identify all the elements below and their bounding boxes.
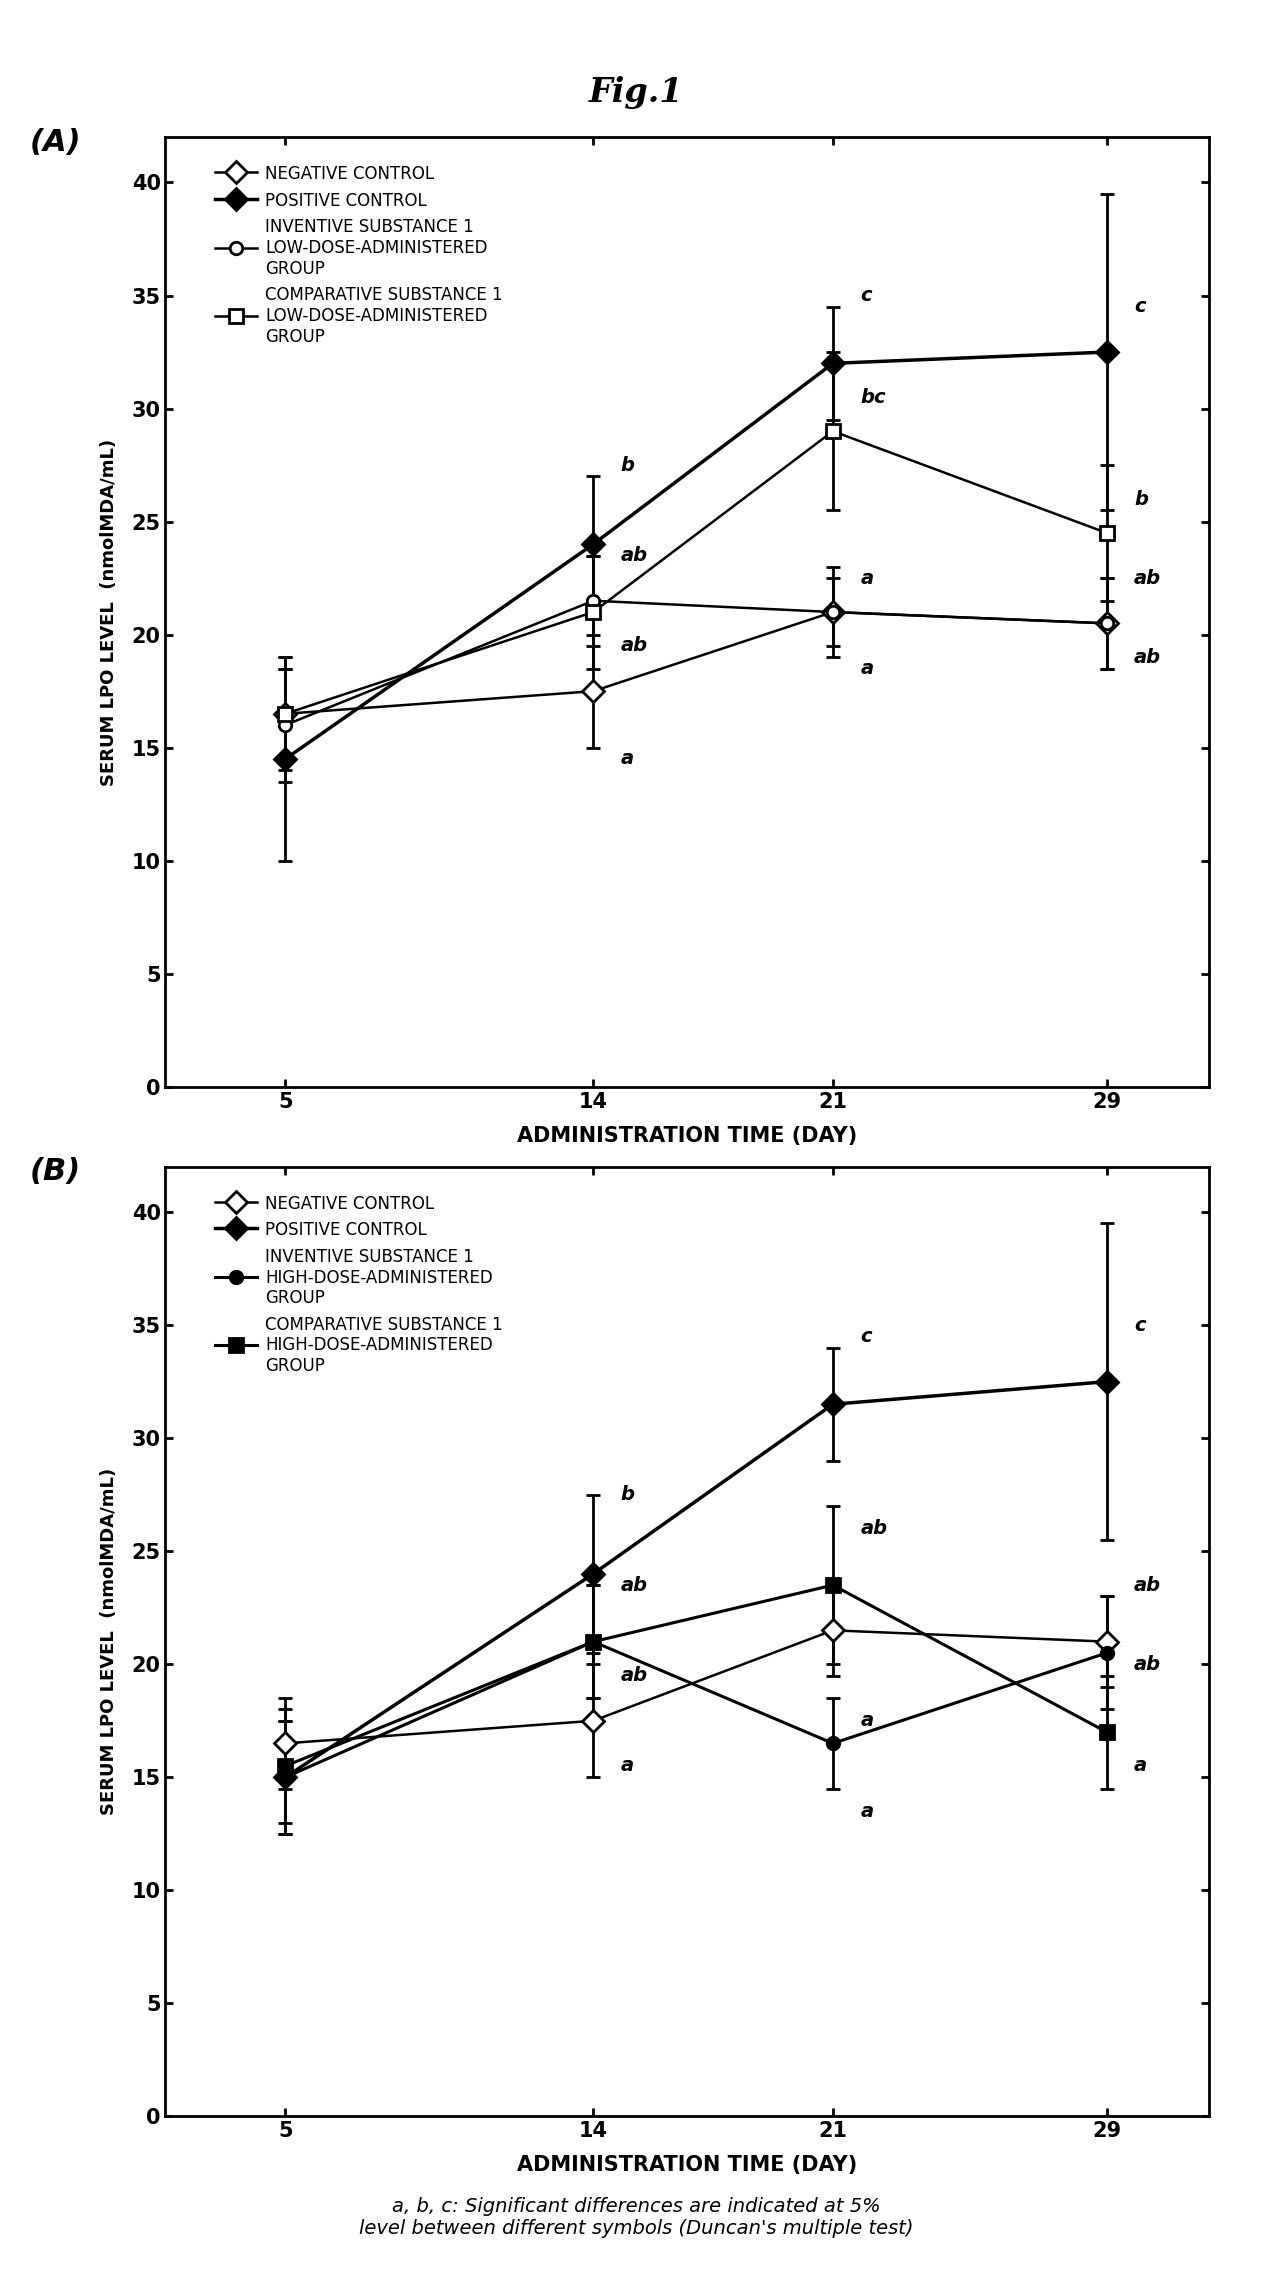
Text: ab: ab <box>861 1519 887 1538</box>
Text: ab: ab <box>1134 1576 1161 1595</box>
Legend: NEGATIVE CONTROL, POSITIVE CONTROL, INVENTIVE SUBSTANCE 1
LOW-DOSE-ADMINISTERED
: NEGATIVE CONTROL, POSITIVE CONTROL, INVE… <box>205 156 513 355</box>
X-axis label: ADMINISTRATION TIME (DAY): ADMINISTRATION TIME (DAY) <box>517 1126 858 1146</box>
Text: (B): (B) <box>29 1158 81 1187</box>
Text: a: a <box>1134 1757 1147 1775</box>
Y-axis label: SERUM LPO LEVEL  (nmolMDA/mL): SERUM LPO LEVEL (nmolMDA/mL) <box>99 439 117 785</box>
Text: a: a <box>861 659 873 677</box>
Text: a, b, c: Significant differences are indicated at 5%
level between different sym: a, b, c: Significant differences are ind… <box>359 2196 914 2238</box>
Text: a: a <box>621 1757 634 1775</box>
Text: b: b <box>1134 490 1148 508</box>
Text: c: c <box>1134 1316 1146 1334</box>
Y-axis label: SERUM LPO LEVEL  (nmolMDA/mL): SERUM LPO LEVEL (nmolMDA/mL) <box>99 1469 117 1814</box>
Text: ab: ab <box>621 636 648 654</box>
Text: ab: ab <box>1134 648 1161 666</box>
Text: a: a <box>861 1801 873 1821</box>
Text: b: b <box>621 455 635 474</box>
Text: a: a <box>861 1711 873 1730</box>
Text: a: a <box>861 570 873 588</box>
Text: ab: ab <box>621 547 648 565</box>
Text: ab: ab <box>621 1666 648 1684</box>
X-axis label: ADMINISTRATION TIME (DAY): ADMINISTRATION TIME (DAY) <box>517 2155 858 2176</box>
Text: ab: ab <box>1134 1654 1161 1675</box>
Text: c: c <box>861 1327 872 1345</box>
Text: b: b <box>621 1485 635 1503</box>
Text: ab: ab <box>1134 570 1161 588</box>
Text: c: c <box>861 286 872 304</box>
Text: c: c <box>1134 297 1146 316</box>
Text: ab: ab <box>621 1576 648 1595</box>
Text: Fig.1: Fig.1 <box>589 76 684 108</box>
Legend: NEGATIVE CONTROL, POSITIVE CONTROL, INVENTIVE SUBSTANCE 1
HIGH-DOSE-ADMINISTERED: NEGATIVE CONTROL, POSITIVE CONTROL, INVE… <box>205 1185 513 1384</box>
Text: (A): (A) <box>29 128 81 158</box>
Text: bc: bc <box>861 387 886 407</box>
Text: a: a <box>621 750 634 769</box>
